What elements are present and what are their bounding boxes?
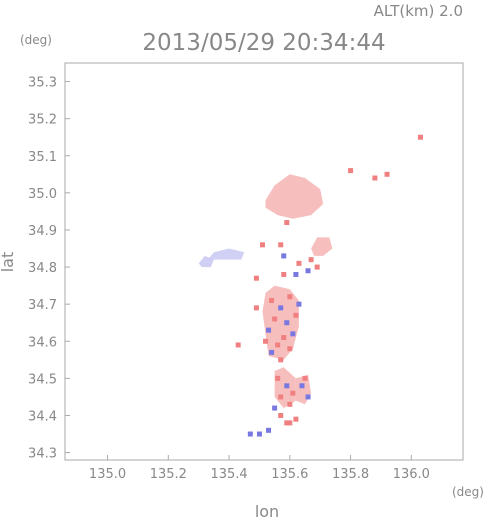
echo-point-4	[284, 320, 290, 326]
echo-point-22	[272, 405, 278, 411]
x-axis-label: lon	[255, 502, 279, 521]
y-axis-ticks: 34.3 34.4 34.5 34.6 34.7 34.8 34.9 35.0 35.1 35.2…	[28, 76, 70, 462]
y-tick-label-0: 34.3	[28, 447, 57, 462]
echo-point-36	[308, 257, 314, 263]
echo-point-5	[293, 312, 299, 318]
y-tick-label-1: 34.4	[28, 409, 57, 424]
x-tick-label-5: 136.0	[393, 467, 430, 482]
y-tick-label-5: 34.8	[28, 261, 57, 276]
echo-point-40	[348, 168, 354, 174]
y-tick-label-3: 34.6	[28, 335, 57, 350]
echo-point-13	[263, 338, 269, 344]
echo-point-8	[290, 331, 296, 337]
x-tick-label-1: 135.2	[150, 467, 187, 482]
echo-region-1	[311, 237, 333, 256]
echo-point-0	[269, 297, 275, 303]
y-tick-label-8: 35.1	[28, 150, 57, 165]
echo-point-11	[269, 349, 275, 355]
echo-regions	[198, 174, 333, 409]
echo-point-20	[305, 394, 311, 400]
echo-point-39	[284, 220, 290, 226]
y-tick-label-2: 34.5	[28, 372, 57, 387]
echo-point-41	[372, 175, 378, 181]
echo-point-17	[290, 390, 296, 396]
echo-point-9	[275, 342, 281, 348]
y-tick-label-4: 34.7	[28, 298, 57, 313]
echo-point-33	[305, 268, 311, 274]
x-tick-label-0: 135.0	[89, 467, 126, 482]
echo-point-43	[417, 134, 423, 140]
echo-point-14	[296, 301, 302, 307]
echo-point-2	[287, 294, 293, 300]
y-tick-label-10: 35.3	[28, 76, 57, 91]
y-tick-label-6: 34.9	[28, 224, 57, 239]
echo-region-3	[198, 255, 214, 268]
echo-point-34	[314, 264, 320, 270]
echo-point-25	[284, 420, 290, 426]
echo-point-7	[281, 335, 287, 341]
echo-point-16	[284, 383, 290, 389]
echo-point-29	[266, 427, 272, 433]
echo-point-28	[247, 431, 253, 437]
echo-point-21	[287, 401, 293, 407]
echo-point-24	[278, 412, 284, 418]
x-axis-ticks: 135.0 135.2 135.4 135.6 135.8 136.0	[89, 455, 430, 482]
plot-frame	[64, 62, 464, 461]
echo-point-37	[278, 242, 284, 248]
echo-point-12	[278, 357, 284, 363]
echo-points	[235, 134, 423, 437]
echo-point-18	[278, 394, 284, 400]
echo-point-15	[275, 375, 281, 381]
y-tick-label-9: 35.2	[28, 113, 57, 128]
x-tick-label-3: 135.6	[271, 467, 308, 482]
echo-point-3	[272, 316, 278, 322]
echo-point-44	[253, 275, 259, 281]
echo-point-1	[278, 305, 284, 311]
echo-region-0	[265, 174, 324, 219]
echo-region-4	[262, 285, 299, 360]
y-unit-label: (deg)	[20, 33, 52, 47]
echo-point-35	[293, 271, 299, 277]
echo-point-27	[256, 431, 262, 437]
echo-point-47	[281, 271, 287, 277]
echo-point-26	[287, 420, 293, 426]
echo-region-2	[207, 248, 245, 260]
x-unit-label: (deg)	[452, 485, 484, 499]
echo-point-30	[293, 416, 299, 422]
echo-point-10	[287, 346, 293, 352]
echo-point-6	[266, 327, 272, 333]
echo-point-45	[235, 342, 241, 348]
y-tick-label-7: 35.0	[28, 187, 57, 202]
echo-point-23	[302, 375, 308, 381]
x-tick-label-4: 135.8	[332, 467, 369, 482]
echo-point-31	[281, 253, 287, 259]
y-axis-label: lat	[0, 252, 17, 273]
echo-point-32	[296, 260, 302, 266]
altitude-label: ALT(km) 2.0	[374, 2, 463, 20]
echo-point-46	[253, 305, 259, 311]
x-tick-label-2: 135.4	[210, 467, 247, 482]
echo-point-19	[299, 383, 305, 389]
echo-point-42	[384, 171, 390, 177]
chart-title: 2013/05/29 20:34:44	[142, 30, 385, 56]
echo-point-38	[259, 242, 265, 248]
